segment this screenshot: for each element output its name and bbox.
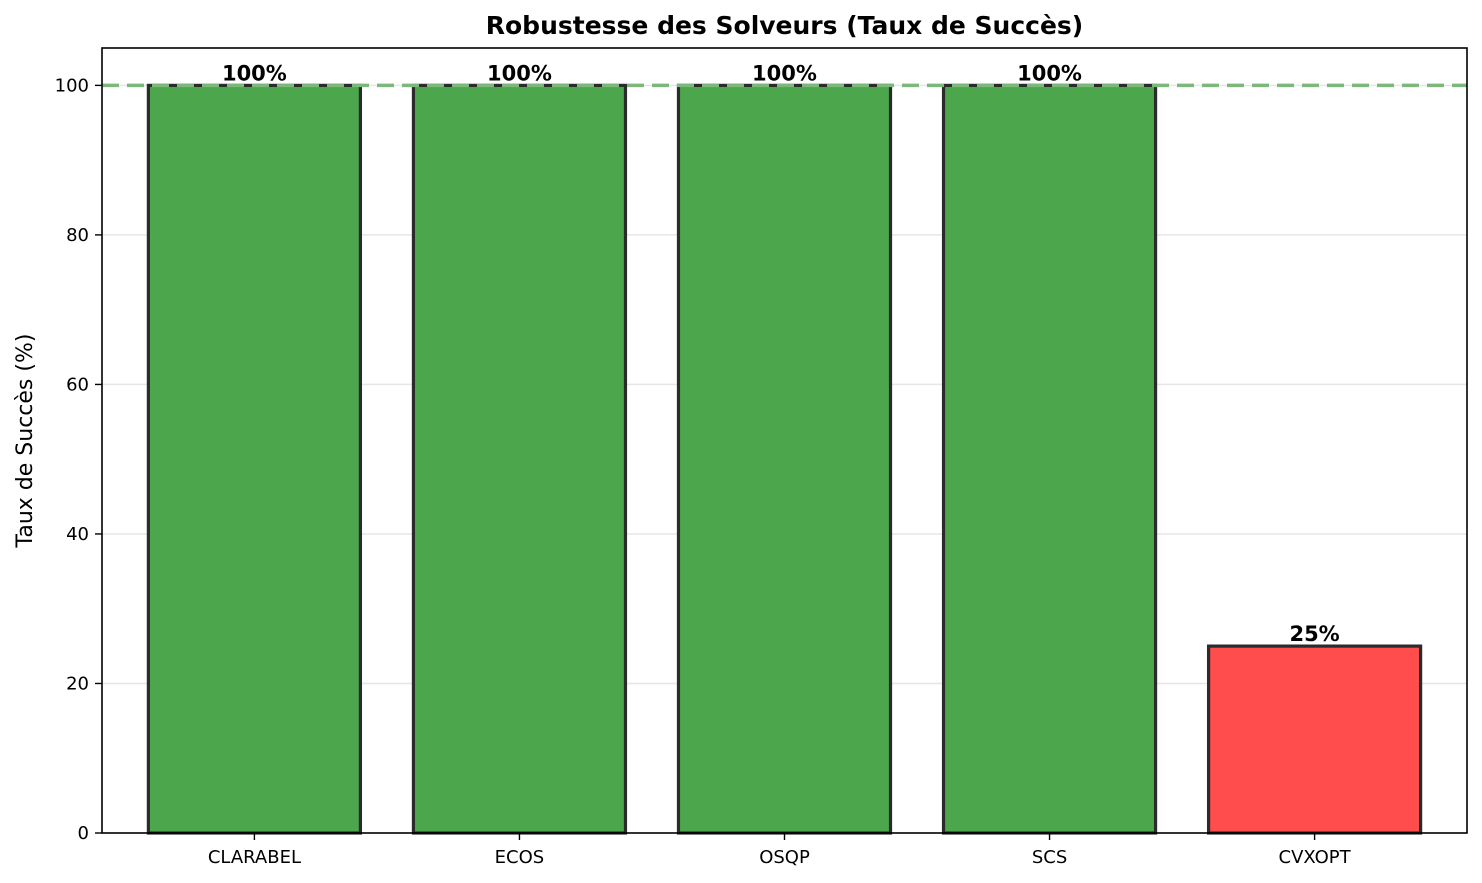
bar-clarabel <box>146 83 363 835</box>
y-tick-label: 100 <box>55 75 89 96</box>
y-axis-ticks: 0 20 40 60 80 100 <box>55 75 102 844</box>
bar-cvxopt <box>1206 644 1423 835</box>
x-tick-label: CLARABEL <box>208 847 301 868</box>
x-tick-label: CVXOPT <box>1279 847 1352 868</box>
y-axis-label: Taux de Succès (%) <box>13 334 38 549</box>
bar-scs <box>941 83 1158 835</box>
x-axis-ticks: CLARABEL ECOS OSQP SCS CVXOPT <box>208 833 1352 868</box>
y-tick-label: 60 <box>66 374 89 395</box>
bar-ecos <box>411 83 628 835</box>
bar-value-label: 100% <box>222 61 287 85</box>
bar-osqp <box>676 83 893 835</box>
bars <box>146 83 1423 835</box>
bar-value-label: 100% <box>1017 61 1082 85</box>
x-tick-label: OSQP <box>759 847 810 868</box>
bar-value-label: 100% <box>487 61 552 85</box>
x-tick-label: ECOS <box>495 847 545 868</box>
chart-title: Robustesse des Solveurs (Taux de Succès) <box>486 11 1084 40</box>
y-tick-label: 20 <box>66 673 89 694</box>
y-tick-label: 0 <box>78 823 89 844</box>
x-tick-label: SCS <box>1032 847 1067 868</box>
y-tick-label: 80 <box>66 225 89 246</box>
bar-value-labels: 100% 100% 100% 100% 25% <box>222 61 1340 646</box>
bar-value-label: 100% <box>752 61 817 85</box>
bar-value-label: 25% <box>1289 622 1339 646</box>
y-tick-label: 40 <box>66 524 89 545</box>
